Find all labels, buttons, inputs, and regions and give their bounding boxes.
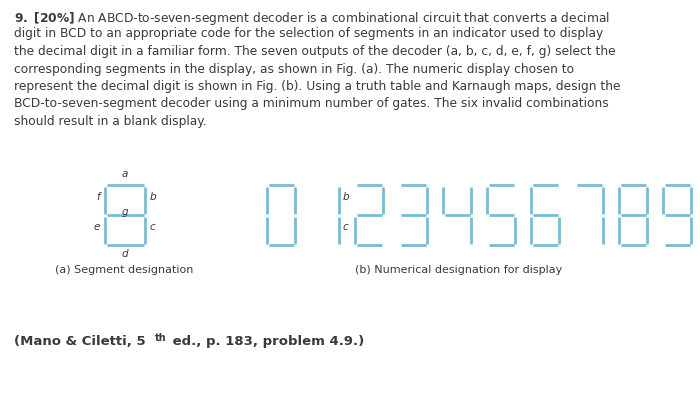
Text: represent the decimal digit is shown in Fig. (b). Using a truth table and Karnau: represent the decimal digit is shown in … (14, 80, 620, 93)
Text: f: f (97, 192, 100, 202)
Text: c: c (343, 222, 349, 232)
Text: $\bf{9.}$ $\bf{[20\%]}$ An ABCD-to-seven-segment decoder is a combinational circ: $\bf{9.}$ $\bf{[20\%]}$ An ABCD-to-seven… (14, 10, 610, 27)
Text: (a) Segment designation: (a) Segment designation (55, 265, 193, 275)
Text: g: g (122, 207, 128, 217)
Text: e: e (94, 222, 100, 232)
Text: the decimal digit in a familiar form. The seven outputs of the decoder (a, b, c,: the decimal digit in a familiar form. Th… (14, 45, 615, 58)
Text: a: a (122, 169, 128, 179)
Text: b: b (343, 192, 349, 202)
Text: (Mano & Ciletti, 5: (Mano & Ciletti, 5 (14, 335, 146, 348)
Text: ed., p. 183, problem 4.9.): ed., p. 183, problem 4.9.) (168, 335, 364, 348)
Text: should result in a blank display.: should result in a blank display. (14, 115, 206, 128)
Text: c: c (150, 222, 155, 232)
Text: b: b (150, 192, 157, 202)
Text: BCD-to-seven-segment decoder using a minimum number of gates. The six invalid co: BCD-to-seven-segment decoder using a min… (14, 97, 609, 110)
Text: th: th (155, 333, 167, 343)
Text: corresponding segments in the display, as shown in Fig. (a). The numeric display: corresponding segments in the display, a… (14, 62, 574, 75)
Text: (b) Numerical designation for display: (b) Numerical designation for display (355, 265, 562, 275)
Text: d: d (122, 249, 128, 259)
Text: digit in BCD to an appropriate code for the selection of segments in an indicato: digit in BCD to an appropriate code for … (14, 28, 603, 40)
